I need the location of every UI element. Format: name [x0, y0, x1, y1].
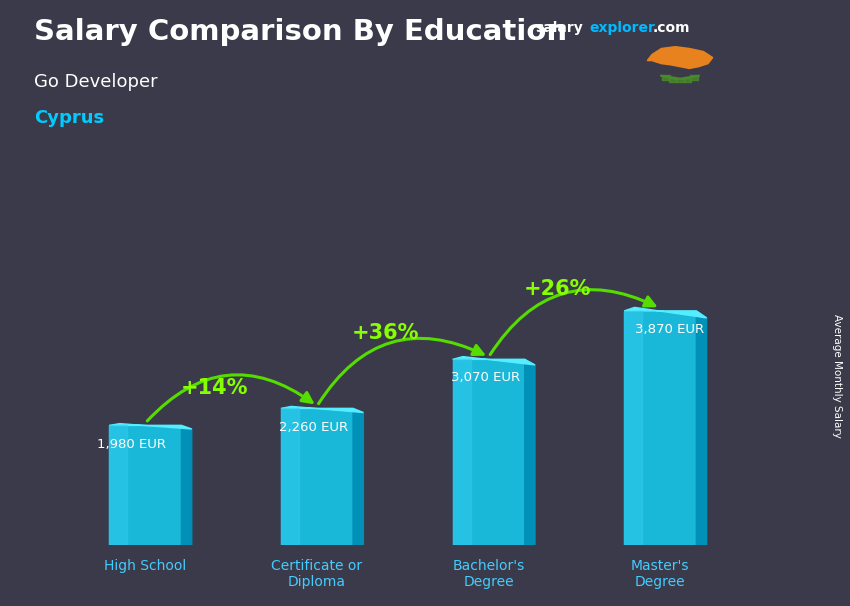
Polygon shape: [181, 425, 192, 545]
Polygon shape: [648, 47, 712, 68]
Text: explorer: explorer: [589, 21, 654, 35]
Polygon shape: [524, 359, 535, 545]
Polygon shape: [624, 311, 696, 545]
Text: Salary Comparison By Education: Salary Comparison By Education: [34, 18, 567, 46]
Polygon shape: [281, 408, 353, 545]
Polygon shape: [110, 425, 128, 545]
Text: Average Monthly Salary: Average Monthly Salary: [832, 314, 842, 438]
Polygon shape: [353, 408, 363, 545]
Polygon shape: [452, 356, 535, 365]
Polygon shape: [281, 407, 363, 413]
Polygon shape: [110, 424, 192, 429]
Text: 3,870 EUR: 3,870 EUR: [635, 323, 704, 336]
Text: Cyprus: Cyprus: [34, 109, 104, 127]
Text: +14%: +14%: [180, 378, 248, 399]
Polygon shape: [624, 307, 706, 318]
Polygon shape: [281, 408, 299, 545]
Text: 3,070 EUR: 3,070 EUR: [450, 371, 520, 384]
Text: 2,260 EUR: 2,260 EUR: [280, 421, 348, 433]
Polygon shape: [624, 311, 643, 545]
Polygon shape: [452, 359, 524, 545]
Text: 1,980 EUR: 1,980 EUR: [98, 438, 167, 450]
Polygon shape: [452, 359, 471, 545]
Text: +26%: +26%: [524, 279, 591, 299]
Text: .com: .com: [653, 21, 690, 35]
Text: +36%: +36%: [352, 322, 419, 343]
Text: salary: salary: [536, 21, 583, 35]
Text: Go Developer: Go Developer: [34, 73, 157, 91]
Polygon shape: [110, 425, 181, 545]
Polygon shape: [696, 311, 706, 545]
